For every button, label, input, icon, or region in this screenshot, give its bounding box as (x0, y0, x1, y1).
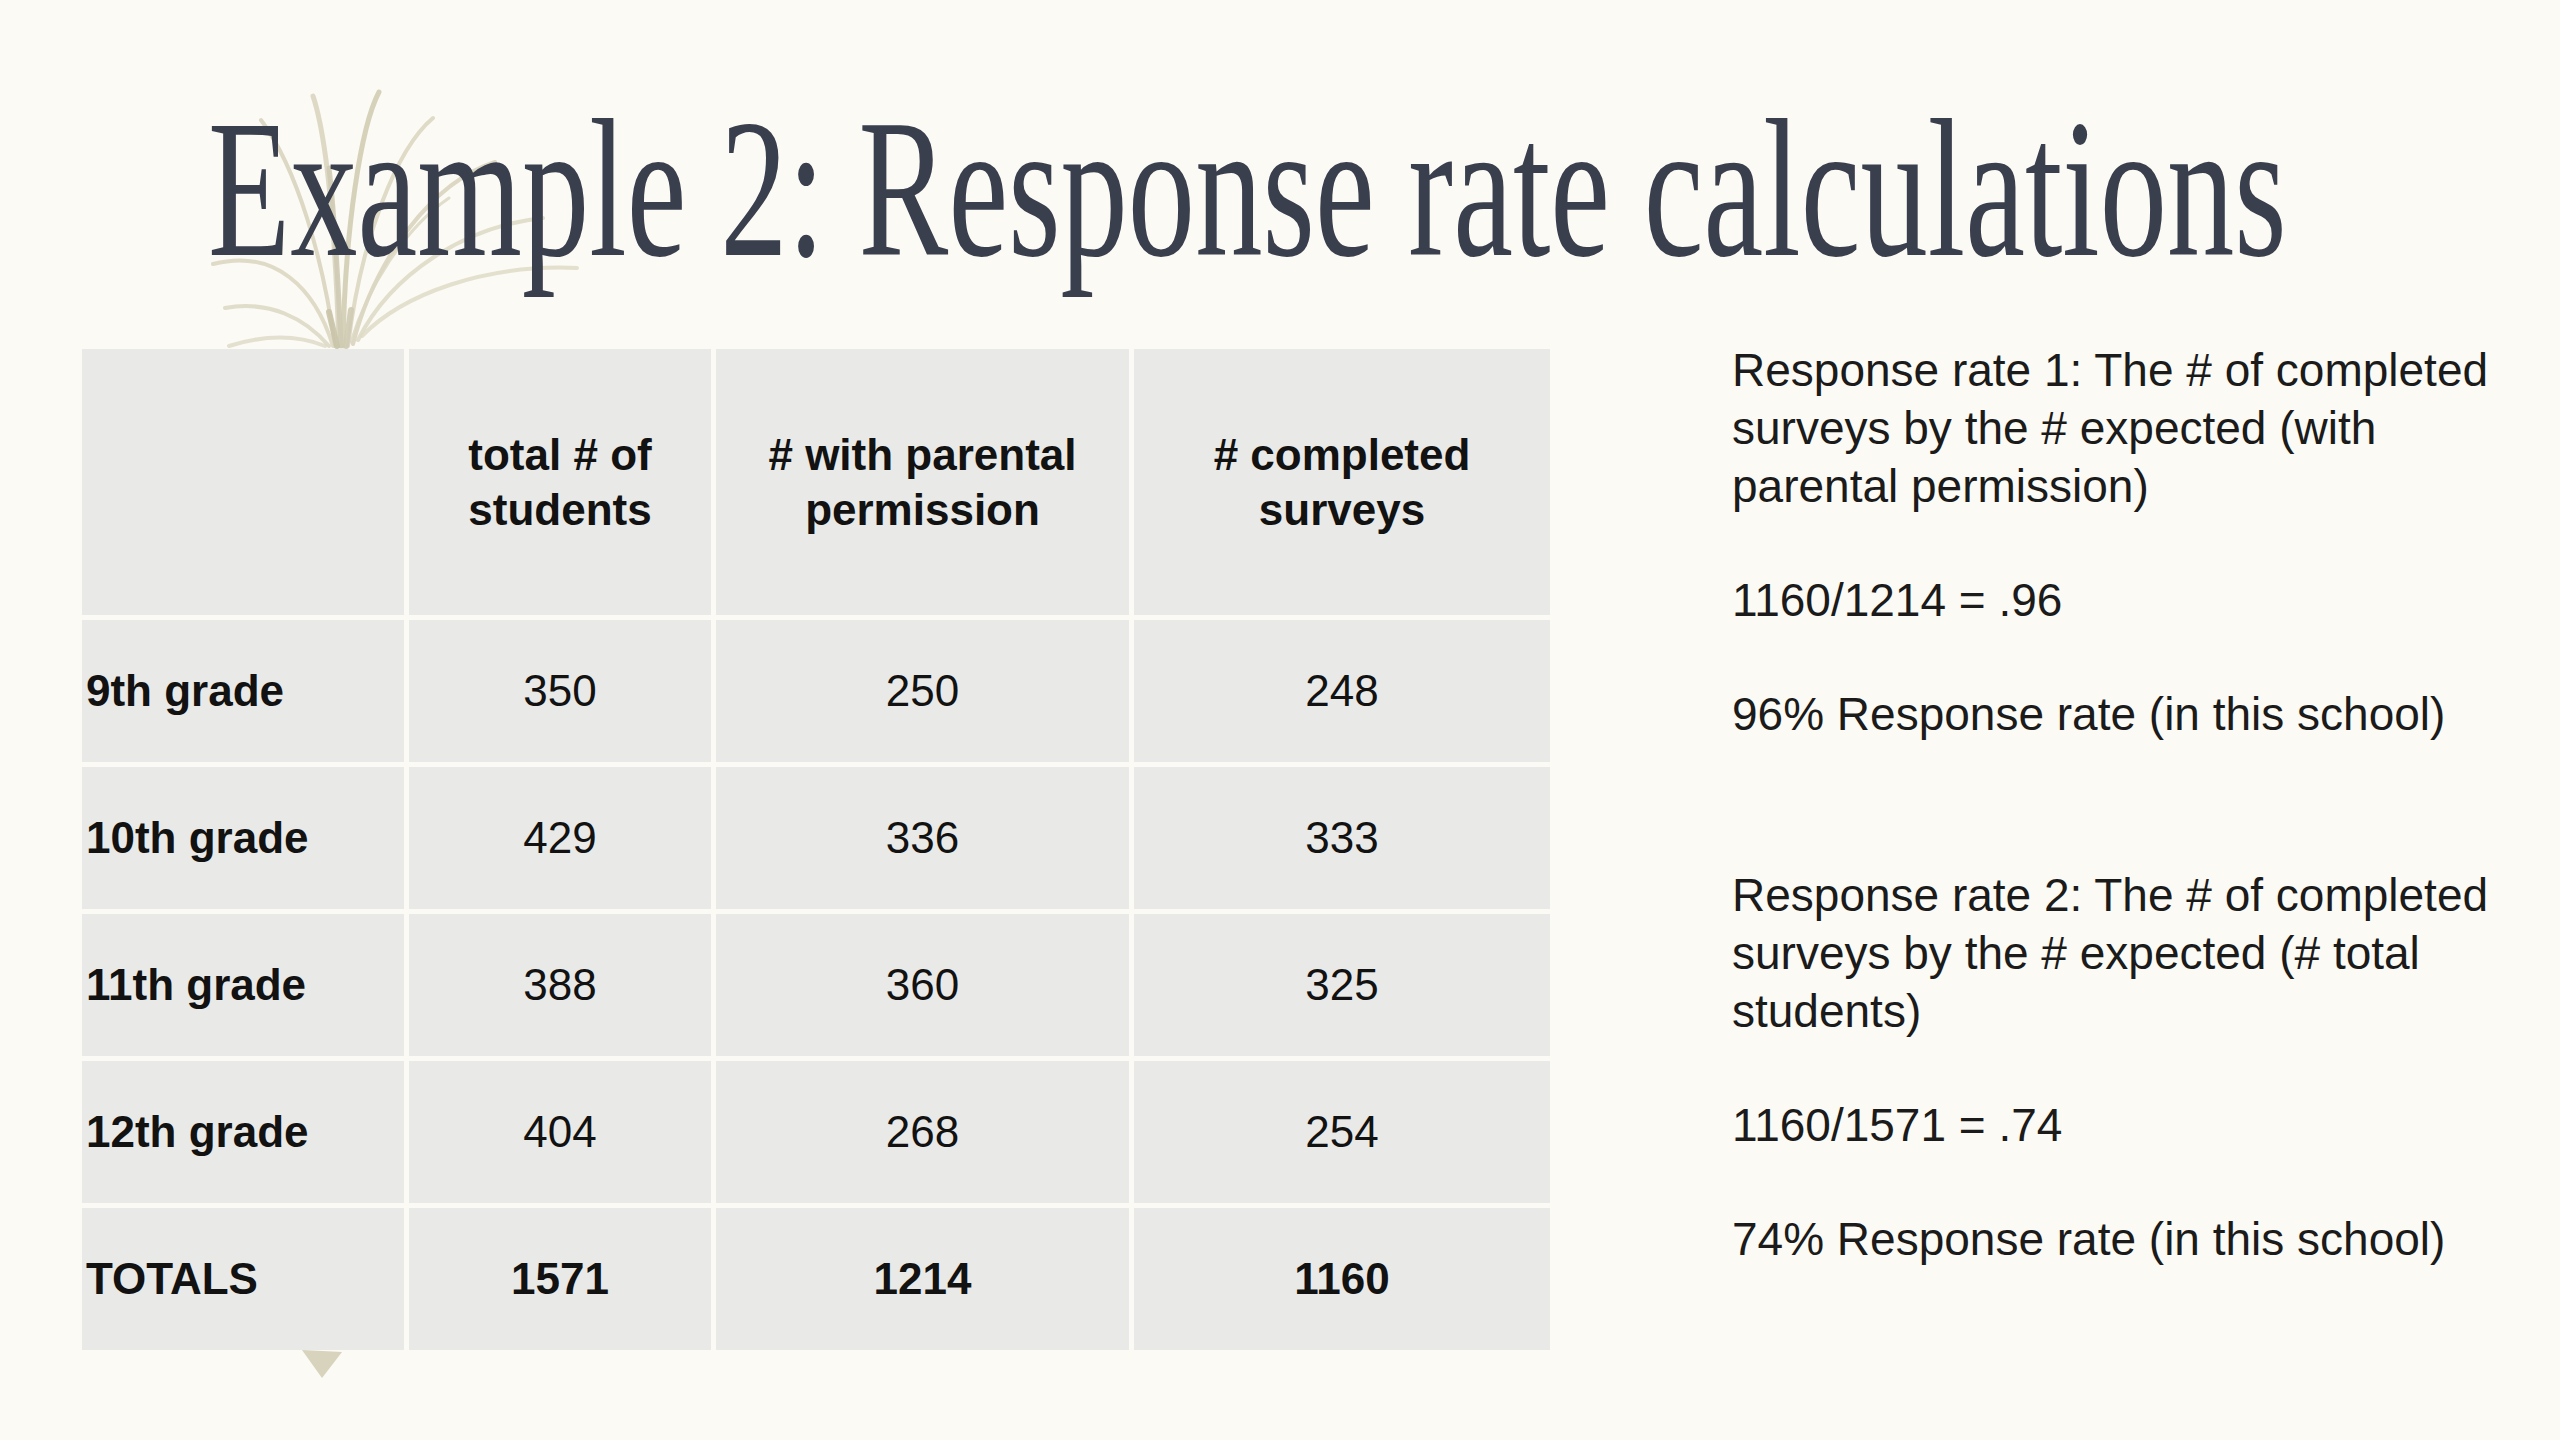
header-cell-empty (82, 349, 404, 615)
response-rate-1-result: 96% Response rate (in this school) (1732, 685, 2522, 743)
header-cell-total-students: total # of students (409, 349, 711, 615)
cell-9th-permission: 250 (716, 620, 1129, 762)
cell-11th-permission: 360 (716, 914, 1129, 1056)
cell-totals-completed: 1160 (1134, 1208, 1550, 1350)
cell-10th-total: 429 (409, 767, 711, 909)
row-label-9th-grade: 9th grade (82, 620, 404, 762)
response-rate-1-formula: 1160/1214 = .96 (1732, 571, 2522, 629)
cell-12th-total: 404 (409, 1061, 711, 1203)
cell-12th-permission: 268 (716, 1061, 1129, 1203)
cell-9th-completed: 248 (1134, 620, 1550, 762)
slide-title: Example 2: Response rate calculations (208, 80, 2287, 298)
cell-9th-total: 350 (409, 620, 711, 762)
response-rate-2-description: Response rate 2: The # of completed surv… (1732, 866, 2522, 1040)
text-line: Response rate 2: The # of completed (1732, 866, 2522, 924)
cell-totals-total: 1571 (409, 1208, 711, 1350)
response-rate-1-description: Response rate 1: The # of completed surv… (1732, 341, 2522, 515)
cell-11th-completed: 325 (1134, 914, 1550, 1056)
cell-11th-total: 388 (409, 914, 711, 1056)
row-label-10th-grade: 10th grade (82, 767, 404, 909)
text-line: students) (1732, 982, 2522, 1040)
calculations-panel: Response rate 1: The # of completed surv… (1732, 341, 2522, 1324)
cell-totals-permission: 1214 (716, 1208, 1129, 1350)
cell-10th-permission: 336 (716, 767, 1129, 909)
response-rate-2-formula: 1160/1571 = .74 (1732, 1096, 2522, 1154)
cell-12th-completed: 254 (1134, 1061, 1550, 1203)
row-label-totals: TOTALS (82, 1208, 404, 1350)
row-label-11th-grade: 11th grade (82, 914, 404, 1056)
row-label-12th-grade: 12th grade (82, 1061, 404, 1203)
text-line: Response rate 1: The # of completed (1732, 341, 2522, 399)
text-line: parental permission) (1732, 457, 2522, 515)
text-line: surveys by the # expected (with (1732, 399, 2522, 457)
header-cell-parental-permission: # with parental permission (716, 349, 1129, 615)
text-line: surveys by the # expected (# total (1732, 924, 2522, 982)
response-rate-2-result: 74% Response rate (in this school) (1732, 1210, 2522, 1268)
header-cell-completed-surveys: # completed surveys (1134, 349, 1550, 615)
cell-10th-completed: 333 (1134, 767, 1550, 909)
response-rate-table: total # of students # with parental perm… (82, 349, 1550, 1350)
slide-background: Example 2: Response rate calculations to… (0, 0, 2560, 1440)
leaf-tip-decoration (300, 1350, 344, 1380)
